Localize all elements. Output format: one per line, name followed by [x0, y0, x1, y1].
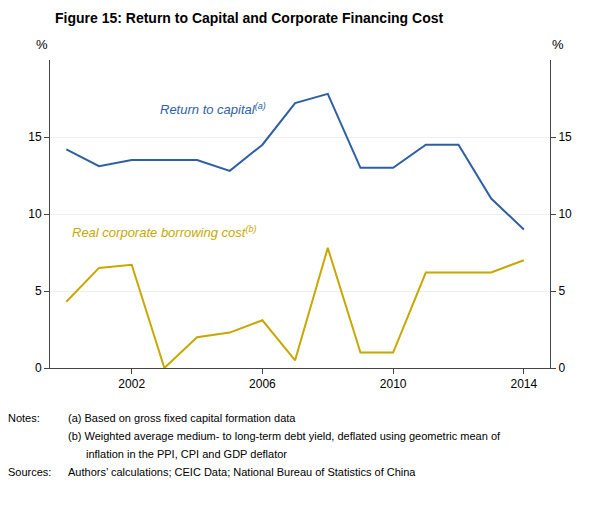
svg-text:10: 10	[558, 207, 572, 221]
svg-text:2006: 2006	[249, 377, 276, 391]
svg-text:15: 15	[558, 130, 572, 144]
svg-text:5: 5	[558, 284, 565, 298]
svg-text:2010: 2010	[380, 377, 407, 391]
svg-text:Return to capital​(a)​: Return to capital​(a)​	[160, 101, 266, 117]
svg-text:Notes:: Notes:	[8, 412, 40, 424]
svg-text:(b) Weighted average medium- t: (b) Weighted average medium- to long-ter…	[68, 430, 501, 442]
svg-text:2014: 2014	[511, 377, 538, 391]
svg-text:0: 0	[35, 361, 42, 375]
svg-text:Real corporate borrowing cost​: Real corporate borrowing cost​(b)​	[72, 224, 257, 240]
svg-text:Figure 15: Return to Capital a: Figure 15: Return to Capital and Corpora…	[55, 10, 443, 26]
svg-text:15: 15	[28, 130, 42, 144]
svg-text:10: 10	[28, 207, 42, 221]
svg-text:Authors’ calculations; CEIC Da: Authors’ calculations; CEIC Data; Nation…	[68, 466, 416, 478]
svg-text:inflation in the PPI, CPI and: inflation in the PPI, CPI and GDP deflat…	[86, 448, 287, 460]
svg-text:Sources:: Sources:	[8, 466, 51, 478]
svg-text:5: 5	[35, 284, 42, 298]
svg-text:%: %	[552, 37, 564, 52]
svg-text:2002: 2002	[118, 377, 145, 391]
svg-text:%: %	[36, 37, 48, 52]
svg-text:0: 0	[558, 361, 565, 375]
svg-text:(a) Based on gross fixed capit: (a) Based on gross fixed capital formati…	[68, 412, 296, 424]
